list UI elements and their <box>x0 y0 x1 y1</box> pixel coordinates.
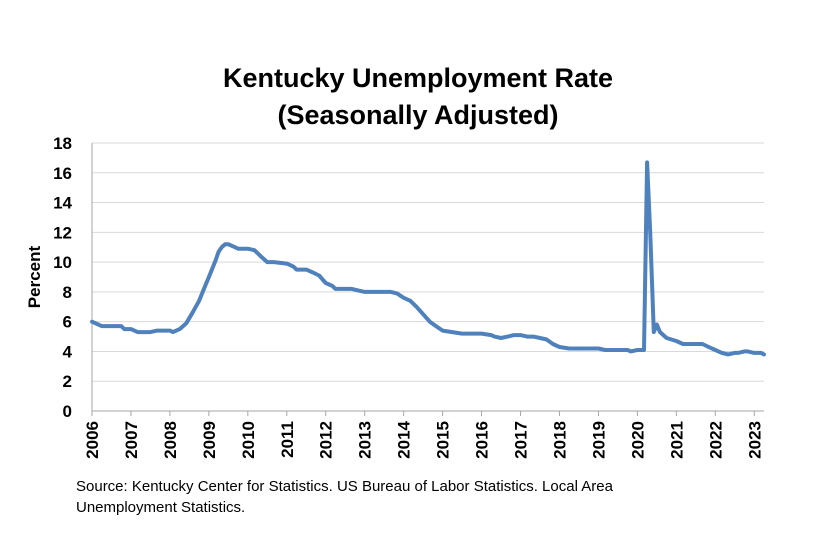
chart-title-line2: (Seasonally Adjusted) <box>277 100 559 130</box>
y-tick-label: 2 <box>63 372 72 391</box>
x-tick-label: 2023 <box>745 421 764 459</box>
x-tick-label: 2011 <box>278 421 297 458</box>
series-line-unemployment-rate <box>90 160 766 357</box>
x-tick-label: 2013 <box>356 421 375 459</box>
y-tick-label: 14 <box>53 194 72 213</box>
y-axis-label: Percent <box>25 245 44 308</box>
x-tick-label: 2018 <box>550 421 569 459</box>
x-tick-label: 2009 <box>200 421 219 459</box>
y-tick-label: 6 <box>63 313 72 332</box>
y-tick-label: 18 <box>53 134 72 153</box>
x-tick-label: 2012 <box>317 421 336 459</box>
x-tick-label: 2007 <box>122 421 141 459</box>
x-tick-label: 2006 <box>83 421 102 459</box>
y-tick-label: 10 <box>53 253 72 272</box>
source-line2: Unemployment Statistics. <box>76 499 246 516</box>
y-tick-label: 16 <box>53 164 72 183</box>
y-tick-label: 4 <box>63 342 73 361</box>
gridlines <box>92 142 764 382</box>
x-tick-label: 2021 <box>667 421 686 459</box>
series-group <box>90 160 766 357</box>
source-line1: Source: Kentucky Center for Statistics. … <box>76 478 613 495</box>
x-tick-label: 2015 <box>434 421 453 459</box>
x-tick-label: 2016 <box>473 421 492 459</box>
x-tick-label: 2010 <box>239 421 258 459</box>
x-tick-label: 2008 <box>161 421 180 459</box>
y-axis-tick-labels: 0 2 4 6 8 10 12 14 16 18 <box>53 134 72 421</box>
x-tick-label: 2022 <box>706 421 725 459</box>
x-tick-label: 2017 <box>512 421 531 459</box>
x-tick-label: 2014 <box>395 420 414 458</box>
x-axis-tick-labels: 2006 2007 2008 2009 2010 2011 2012 2013 2014 2015… <box>83 420 764 458</box>
chart-title-line1: Kentucky Unemployment Rate <box>222 63 614 93</box>
y-tick-label: 0 <box>63 402 72 421</box>
source-note: Source: Kentucky Center for Statistics. … <box>76 476 676 518</box>
y-tick-label: 8 <box>63 283 72 302</box>
y-tick-label: 12 <box>53 223 72 242</box>
x-tick-label: 2020 <box>628 421 647 459</box>
axes <box>91 143 764 416</box>
chart-title: Kentucky Unemployment Rate (Seasonally A… <box>0 60 814 134</box>
x-tick-label: 2019 <box>589 421 608 459</box>
